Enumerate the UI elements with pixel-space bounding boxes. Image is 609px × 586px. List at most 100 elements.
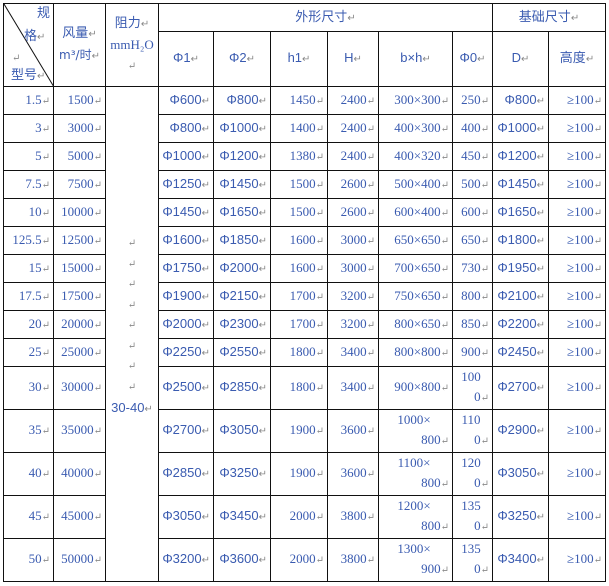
table-cell: 1500↵	[270, 170, 328, 199]
table-cell: 1500↵	[270, 198, 328, 227]
table-cell: 1900↵	[270, 452, 328, 496]
table-cell: 1200× 800↵	[378, 495, 453, 539]
table-cell: 3200↵	[327, 310, 379, 339]
table-cell: Φ2500↵	[158, 366, 214, 410]
table-cell: 1900↵	[270, 409, 328, 453]
table-cell: 2600↵	[327, 198, 379, 227]
table-cell: ≥100↵	[548, 114, 606, 143]
table-cell: 35↵	[3, 409, 54, 453]
table-cell: 1700↵	[270, 310, 328, 339]
table-cell: Φ1000↵	[213, 114, 271, 143]
table-cell: 600×400↵	[378, 198, 453, 227]
table-cell: 45↵	[3, 495, 54, 539]
table-cell: 900↵	[452, 338, 493, 367]
table-cell: 15000↵	[53, 254, 106, 283]
table-cell: 20000↵	[53, 310, 106, 339]
column-header: Φ0↵	[452, 31, 493, 87]
table-cell: ≥100↵	[548, 538, 606, 582]
table-cell: 250↵	[452, 86, 493, 115]
table-cell: Φ800↵	[213, 86, 271, 115]
table-cell: 850↵	[452, 310, 493, 339]
table-cell: 2400↵	[327, 114, 379, 143]
table-cell: Φ1000↵	[492, 114, 549, 143]
table-cell: 45000↵	[53, 495, 106, 539]
table-cell: Φ3400↵	[492, 538, 549, 582]
table-cell: 12500↵	[53, 226, 106, 255]
table-cell: 1800↵	[270, 366, 328, 410]
table-cell: 1500↵	[53, 86, 106, 115]
table-row: 5↵ 5000↵ Φ1000↵ Φ1200↵ 1380↵ 2400↵ 400×320↵ 450…	[3, 142, 606, 171]
table-cell: 20↵	[3, 310, 54, 339]
table-cell: Φ3600↵	[213, 538, 271, 582]
table-cell: Φ1000↵	[158, 142, 214, 171]
table-cell: ≥100↵	[548, 142, 606, 171]
column-header: H↵	[327, 31, 379, 87]
outer-dims-header: 外形尺寸↵	[158, 3, 493, 32]
table-cell: 1400↵	[270, 114, 328, 143]
table-cell: 40000↵	[53, 452, 106, 496]
table-cell: 120 0↵	[452, 452, 493, 496]
table-cell: Φ1200↵	[492, 142, 549, 171]
table-row: 17.5↵ 17500↵ Φ1900↵ Φ2150↵ 1700↵ 3200↵ 750×650…	[3, 282, 606, 311]
table-cell: 15↵	[3, 254, 54, 283]
table-cell: 3000↵	[327, 254, 379, 283]
table-cell: 17500↵	[53, 282, 106, 311]
table-row: 7.5↵ 7500↵ Φ1250↵ Φ1450↵ 1500↵ 2600↵ 500×400↵ 5…	[3, 170, 606, 199]
spec-label-top: 规	[36, 6, 50, 21]
table-cell: Φ2000↵	[213, 254, 271, 283]
table-cell: 10↵	[3, 198, 54, 227]
table-cell: Φ2000↵	[158, 310, 214, 339]
table-row: 50↵ 50000↵ Φ3200↵ Φ3600↵ 2000↵ 3800↵ 1300× 900↵…	[3, 538, 606, 582]
table-cell: 3200↵	[327, 282, 379, 311]
table-cell: 700×650↵	[378, 254, 453, 283]
table-cell: ≥100↵	[548, 495, 606, 539]
table-cell: Φ2150↵	[213, 282, 271, 311]
table-cell: Φ1200↵	[213, 142, 271, 171]
table-cell: 3600↵	[327, 452, 379, 496]
table-cell: Φ1800↵	[492, 226, 549, 255]
table-cell: Φ2900↵	[492, 409, 549, 453]
column-header: Φ1↵	[158, 31, 214, 87]
table-cell: Φ3250↵	[492, 495, 549, 539]
table-cell: 650↵	[452, 226, 493, 255]
table-cell: 125.5↵	[3, 226, 54, 255]
table-cell: 1.5↵	[3, 86, 54, 115]
table-cell: 35000↵	[53, 409, 106, 453]
table-cell: Φ2450↵	[492, 338, 549, 367]
table-cell: 2000↵	[270, 538, 328, 582]
table-cell: 300×300↵	[378, 86, 453, 115]
table-cell: Φ1850↵	[213, 226, 271, 255]
table-cell: 450↵	[452, 142, 493, 171]
table-cell: ≥100↵	[548, 310, 606, 339]
table-cell: 30000↵	[53, 366, 106, 410]
table-cell: Φ3200↵	[158, 538, 214, 582]
table-cell: ≥100↵	[548, 226, 606, 255]
table-cell: 1700↵	[270, 282, 328, 311]
diagonal-line	[4, 4, 53, 86]
table-cell: 3↵	[3, 114, 54, 143]
table-row: 20↵ 20000↵ Φ2000↵ Φ2300↵ 1700↵ 3200↵ 800×650↵ 8…	[3, 310, 606, 339]
table-cell: 730↵	[452, 254, 493, 283]
table-cell: Φ1900↵	[158, 282, 214, 311]
table-cell: ≥100↵	[548, 198, 606, 227]
table-cell: ≥100↵	[548, 409, 606, 453]
table-cell: Φ800↵	[492, 86, 549, 115]
table-cell: 5↵	[3, 142, 54, 171]
spec-label-mid: 格	[24, 29, 38, 44]
table-cell: ≥100↵	[548, 366, 606, 410]
model-label: 型号	[11, 68, 38, 83]
table-cell: Φ3050↵	[213, 409, 271, 453]
table-cell: 2400↵	[327, 142, 379, 171]
table-row: 35↵ 35000↵ Φ2700↵ Φ3050↵ 1900↵ 3600↵ 1000× 800↵…	[3, 409, 606, 453]
table-cell: 50↵	[3, 538, 54, 582]
table-cell: Φ2300↵	[213, 310, 271, 339]
table-cell: Φ1600↵	[158, 226, 214, 255]
table-cell: 50000↵	[53, 538, 106, 582]
table-cell: 10000↵	[53, 198, 106, 227]
table-cell: 1300× 900↵	[378, 538, 453, 582]
column-header: 高度↵	[548, 31, 606, 87]
table-cell: 100 0↵	[452, 366, 493, 410]
table-cell: 25000↵	[53, 338, 106, 367]
table-cell: 30↵	[3, 366, 54, 410]
table-row: 3↵ 3000↵ Φ800↵ Φ1000↵ 1400↵ 2400↵ 400×300↵ 400↵…	[3, 114, 606, 143]
